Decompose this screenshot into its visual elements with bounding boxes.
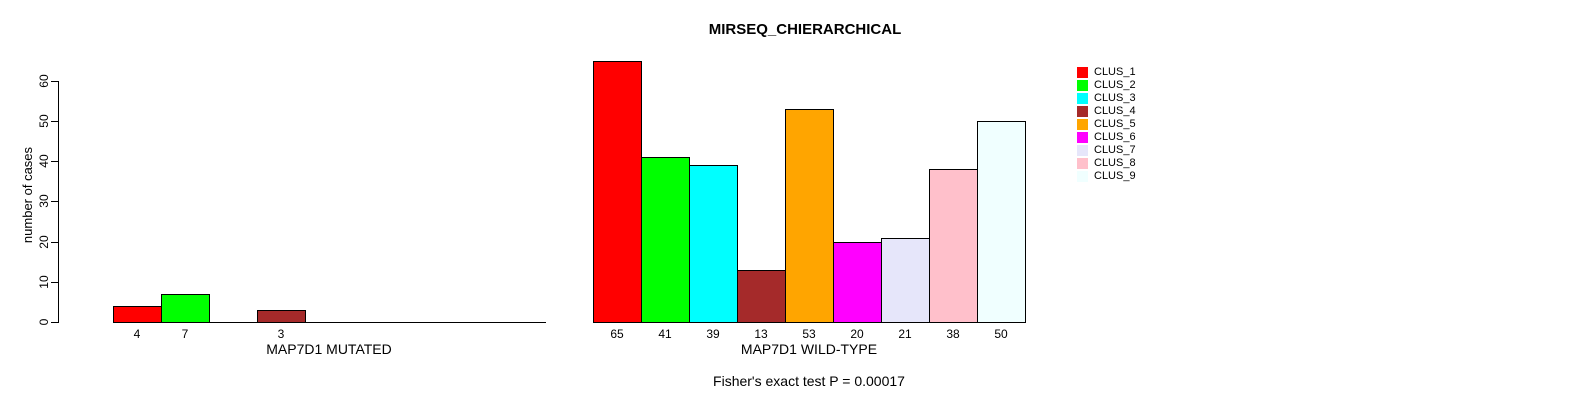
bar-CLUS_6 [833, 242, 882, 323]
bar-CLUS_9 [977, 121, 1026, 323]
legend-label: CLUS_6 [1094, 131, 1136, 143]
bar-CLUS_1 [113, 306, 162, 323]
y-tick-label: 0 [37, 318, 51, 326]
chart-title: MIRSEQ_CHIERARCHICAL [708, 21, 902, 38]
legend-swatch [1077, 119, 1088, 130]
x-baseline [113, 322, 546, 323]
legend-item: CLUS_8 [1077, 157, 1197, 170]
legend-label: CLUS_2 [1094, 79, 1136, 91]
bar-value-label: 20 [850, 327, 864, 341]
fisher-annotation: Fisher's exact test P = 0.00017 [713, 373, 905, 389]
bar-value-label: 7 [181, 327, 189, 341]
legend-label: CLUS_1 [1094, 66, 1136, 78]
y-tick [51, 242, 58, 243]
legend-label: CLUS_4 [1094, 105, 1136, 117]
legend-swatch [1077, 106, 1088, 117]
legend-item: CLUS_4 [1077, 105, 1197, 118]
legend-item: CLUS_9 [1077, 170, 1197, 183]
legend-swatch [1077, 145, 1088, 156]
y-tick-label: 30 [37, 194, 51, 208]
y-tick [51, 81, 58, 82]
bar-CLUS_1 [593, 61, 642, 323]
y-axis-line [58, 81, 59, 323]
y-tick [51, 282, 58, 283]
bar-CLUS_3 [689, 165, 738, 323]
bar-CLUS_2 [161, 294, 210, 323]
legend-item: CLUS_1 [1077, 66, 1197, 79]
legend-label: CLUS_9 [1094, 170, 1136, 182]
y-tick [51, 322, 58, 323]
bar-value-label: 21 [898, 327, 912, 341]
bar-CLUS_8 [929, 169, 978, 323]
bar-value-label: 38 [946, 327, 960, 341]
legend-swatch [1077, 93, 1088, 104]
bar-value-label: 65 [610, 327, 624, 341]
legend-item: CLUS_2 [1077, 79, 1197, 92]
legend-label: CLUS_5 [1094, 118, 1136, 130]
bar-CLUS_4 [257, 310, 306, 323]
bar-CLUS_4 [737, 270, 786, 323]
legend-swatch [1077, 171, 1088, 182]
legend-item: CLUS_7 [1077, 144, 1197, 157]
legend-item: CLUS_5 [1077, 118, 1197, 131]
y-tick-label: 50 [37, 114, 51, 128]
legend-label: CLUS_3 [1094, 92, 1136, 104]
bar-value-label: 39 [706, 327, 720, 341]
legend-label: CLUS_8 [1094, 157, 1136, 169]
y-tick-label: 60 [37, 74, 51, 88]
bar-value-label: 53 [802, 327, 816, 341]
group-label: MAP7D1 MUTATED [266, 341, 392, 357]
legend-item: CLUS_6 [1077, 131, 1197, 144]
group-label: MAP7D1 WILD-TYPE [740, 341, 878, 357]
legend: CLUS_1 CLUS_2 CLUS_3 CLUS_4 CLUS_5 CLUS_6 CLUS… [1077, 66, 1197, 188]
y-tick [51, 201, 58, 202]
legend-swatch [1077, 158, 1088, 169]
bar-CLUS_5 [785, 109, 834, 323]
legend-swatch [1077, 67, 1088, 78]
bar-value-label: 4 [133, 327, 141, 341]
legend-item: CLUS_3 [1077, 92, 1197, 105]
y-tick-label: 10 [37, 275, 51, 289]
y-tick [51, 161, 58, 162]
y-tick-label: 40 [37, 154, 51, 168]
y-tick-label: 20 [37, 235, 51, 249]
bar-value-label: 13 [754, 327, 768, 341]
y-tick [51, 121, 58, 122]
bar-CLUS_7 [881, 238, 930, 323]
legend-swatch [1077, 132, 1088, 143]
bar-value-label: 3 [277, 327, 285, 341]
bar-CLUS_2 [641, 157, 690, 323]
bar-value-label: 41 [658, 327, 672, 341]
legend-label: CLUS_7 [1094, 144, 1136, 156]
legend-swatch [1077, 80, 1088, 91]
bar-value-label: 50 [994, 327, 1008, 341]
